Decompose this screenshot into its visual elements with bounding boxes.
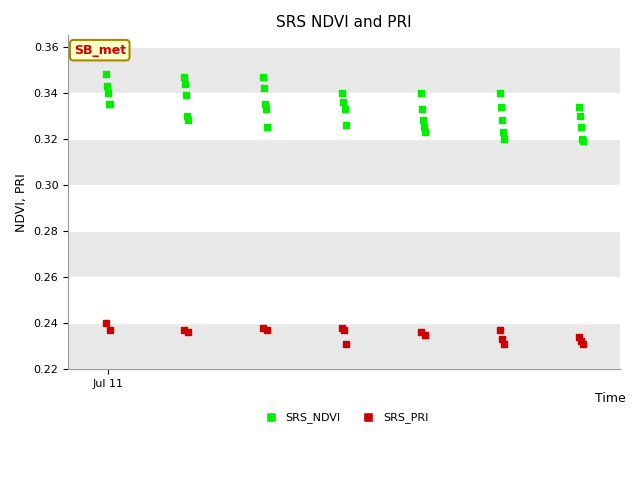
Point bbox=[577, 340, 588, 348]
Point bbox=[499, 340, 509, 348]
Y-axis label: NDVI, PRI: NDVI, PRI bbox=[15, 173, 28, 231]
Bar bbox=[68, 47, 620, 93]
Bar bbox=[68, 231, 620, 277]
Point bbox=[104, 100, 114, 108]
Point bbox=[420, 331, 430, 338]
Point bbox=[575, 112, 585, 120]
Point bbox=[179, 73, 189, 81]
Point bbox=[260, 100, 270, 108]
Point bbox=[179, 326, 189, 334]
Point bbox=[183, 117, 193, 124]
Point bbox=[497, 336, 507, 343]
Point bbox=[577, 135, 587, 143]
Point bbox=[339, 98, 349, 106]
Point bbox=[420, 128, 430, 136]
Legend: SRS_NDVI, SRS_PRI: SRS_NDVI, SRS_PRI bbox=[255, 408, 433, 428]
Point bbox=[261, 105, 271, 113]
Point bbox=[495, 89, 505, 96]
Point bbox=[104, 100, 115, 108]
Point bbox=[262, 123, 273, 131]
Point bbox=[183, 328, 193, 336]
Point bbox=[573, 333, 584, 341]
Point bbox=[575, 337, 586, 345]
Point bbox=[417, 105, 427, 113]
Bar bbox=[68, 323, 620, 369]
Point bbox=[180, 80, 191, 87]
Bar bbox=[68, 139, 620, 185]
Text: Time: Time bbox=[595, 393, 625, 406]
Point bbox=[100, 71, 111, 78]
Text: SB_met: SB_met bbox=[74, 44, 126, 57]
Point bbox=[340, 105, 350, 113]
Point bbox=[258, 324, 268, 332]
Point bbox=[182, 112, 193, 120]
Point bbox=[418, 117, 428, 124]
Point bbox=[258, 73, 268, 81]
Point bbox=[416, 89, 426, 96]
Point bbox=[181, 91, 191, 99]
Point bbox=[575, 123, 586, 131]
Point bbox=[262, 326, 273, 334]
Point bbox=[339, 326, 349, 334]
Point bbox=[495, 103, 506, 110]
Title: SRS NDVI and PRI: SRS NDVI and PRI bbox=[276, 15, 412, 30]
Point bbox=[102, 89, 113, 96]
Point bbox=[497, 117, 507, 124]
Point bbox=[337, 89, 348, 96]
Point bbox=[499, 135, 509, 143]
Point bbox=[102, 82, 112, 90]
Point bbox=[577, 137, 588, 145]
Point bbox=[416, 328, 426, 336]
Point bbox=[100, 319, 111, 327]
Point bbox=[495, 326, 505, 334]
Point bbox=[104, 326, 115, 334]
Point bbox=[341, 121, 351, 129]
Point bbox=[341, 340, 351, 348]
Point bbox=[419, 123, 429, 131]
Point bbox=[573, 103, 584, 110]
Point bbox=[337, 324, 348, 332]
Point bbox=[498, 128, 508, 136]
Point bbox=[259, 84, 269, 92]
